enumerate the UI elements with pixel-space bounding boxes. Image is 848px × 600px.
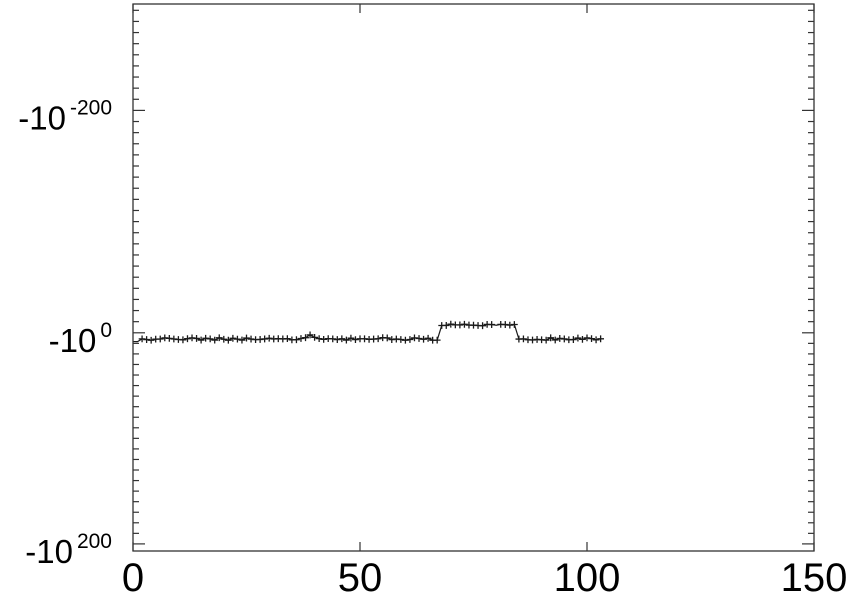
svg-text:0: 0 <box>122 556 144 600</box>
svg-text:50: 50 <box>338 556 383 600</box>
svg-text:150: 150 <box>781 556 848 600</box>
svg-text:100: 100 <box>554 556 621 600</box>
